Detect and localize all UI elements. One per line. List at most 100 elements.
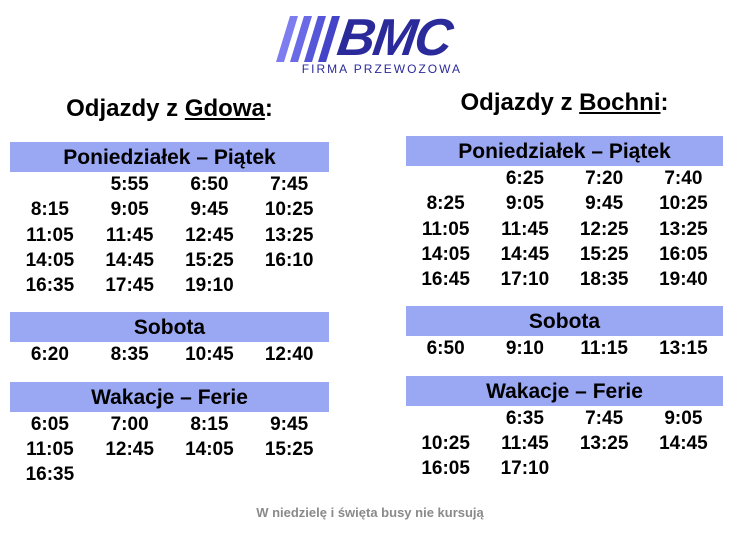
departure-time xyxy=(565,456,644,481)
departure-time: 8:25 xyxy=(426,193,465,215)
departure-time: 8:15 xyxy=(30,199,69,221)
departure-row: 14:05 14:45 15:25 16:10 xyxy=(10,248,329,273)
departure-row: 11:05 11:45 12:45 13:25 xyxy=(10,223,329,248)
departure-time xyxy=(644,456,723,481)
logo-subtitle: FIRMA PRZEWOZOWA xyxy=(301,62,462,76)
departure-time xyxy=(90,462,170,487)
departure-time: 10:25 xyxy=(264,199,314,221)
departure-row: 14:05 14:45 15:25 16:05 xyxy=(406,242,723,267)
departure-time: 13:25 xyxy=(264,224,314,246)
section-title: Poniedziałek – Piątek xyxy=(10,142,329,172)
departure-grid: 6:20 8:35 10:45 12:40 xyxy=(10,342,329,367)
departure-time: 9:05 xyxy=(664,407,703,429)
section-title: Sobota xyxy=(10,312,329,343)
departure-row: 6:05 7:00 8:15 9:45 xyxy=(10,412,329,437)
departure-row: 16:45 17:10 18:35 19:40 xyxy=(406,267,723,292)
departure-grid: 6:35 7:45 9:05 10:25 11:45 13:25 14:45 16:05 17:… xyxy=(406,406,723,482)
departure-time: 9:45 xyxy=(585,193,624,215)
departure-row: 6:25 7:20 7:40 xyxy=(406,166,723,191)
departure-time: 13:25 xyxy=(579,433,629,455)
departure-time: 11:45 xyxy=(105,224,154,246)
departure-time: 18:35 xyxy=(579,269,629,291)
departure-time: 6:20 xyxy=(30,344,69,366)
schedule-gdow: Odjazdy z Gdowa: Poniedziałek – Piątek 5:… xyxy=(10,92,329,488)
departure-time xyxy=(170,462,250,487)
departure-grid: 6:25 7:20 7:40 8:25 9:05 9:45 10:25 11:05 11:45 1… xyxy=(406,166,723,292)
heading-bochnia: Odjazdy z Bochni: xyxy=(460,89,669,116)
departure-time: 11:05 xyxy=(421,218,470,240)
departure-time: 12:25 xyxy=(579,218,629,240)
departure-time: 14:45 xyxy=(659,433,708,455)
departure-time: 9:10 xyxy=(505,338,544,360)
departure-time: 11:05 xyxy=(26,439,74,461)
departure-time xyxy=(249,273,329,298)
departure-time: 19:40 xyxy=(659,269,708,291)
departure-time: 15:25 xyxy=(579,243,629,265)
departure-time: 16:45 xyxy=(421,269,470,291)
departure-time: 16:35 xyxy=(25,464,75,486)
departure-time: 17:45 xyxy=(105,275,154,297)
departure-time: 14:05 xyxy=(25,249,75,271)
departure-time: 9:05 xyxy=(505,193,544,215)
departure-time: 9:45 xyxy=(190,199,229,221)
departure-time: 16:35 xyxy=(25,275,75,297)
section-title: Wakacje – Ferie xyxy=(10,381,329,412)
departure-time: 16:05 xyxy=(421,458,470,480)
departure-row: 6:20 8:35 10:45 12:40 xyxy=(10,342,329,367)
departure-time: 19:10 xyxy=(185,275,234,297)
departure-time: 12:45 xyxy=(105,439,154,461)
departure-time: 11:45 xyxy=(501,433,549,455)
departure-time: 13:15 xyxy=(659,338,708,360)
departure-time xyxy=(406,166,485,191)
departure-grid: 5:55 6:50 7:45 8:15 9:05 9:45 10:25 11:05 11:45 1… xyxy=(10,172,329,298)
departure-time: 13:25 xyxy=(659,218,708,240)
departure-row: 6:35 7:45 9:05 xyxy=(406,406,723,431)
departure-time: 15:25 xyxy=(185,249,234,271)
place-bochnia: Bochni xyxy=(579,89,661,116)
bmc-logo: BMC FIRMA PRZEWOZOWA xyxy=(272,9,468,76)
departure-time: 15:25 xyxy=(264,439,314,461)
departure-time: 6:25 xyxy=(505,168,544,189)
departure-time: 6:50 xyxy=(190,174,229,195)
departure-row: 11:05 12:45 14:05 15:25 xyxy=(10,437,329,462)
departure-time: 7:40 xyxy=(664,168,703,189)
departure-time: 9:05 xyxy=(110,199,149,221)
departure-row: 16:35 17:45 19:10 xyxy=(10,273,329,298)
departure-time: 16:10 xyxy=(264,249,314,271)
place-gdow: Gdowa xyxy=(184,95,265,122)
departure-row: 8:15 9:05 9:45 10:25 xyxy=(10,197,329,222)
schedule-bochnia: Odjazdy z Bochni: Poniedziałek – Piątek 6… xyxy=(406,86,723,482)
departure-grid: 6:05 7:00 8:15 9:45 11:05 12:45 14:05 15:25 16:3… xyxy=(10,412,329,488)
departure-time: 12:45 xyxy=(185,224,234,246)
departure-time: 8:15 xyxy=(190,413,229,435)
departure-time: 6:35 xyxy=(505,407,544,429)
departure-time xyxy=(406,406,485,431)
departure-row: 10:25 11:45 13:25 14:45 xyxy=(406,431,723,456)
departure-time: 17:10 xyxy=(500,458,550,480)
departure-time: 16:05 xyxy=(659,243,708,265)
departure-time: 11:05 xyxy=(26,224,74,246)
logo-text: BMC xyxy=(333,9,455,67)
section-title: Poniedziałek – Piątek xyxy=(406,136,723,166)
departure-row: 16:05 17:10 xyxy=(406,456,723,481)
departure-time: 10:45 xyxy=(185,344,234,366)
departure-row: 5:55 6:50 7:45 xyxy=(10,172,329,197)
section-title: Wakacje – Ferie xyxy=(406,375,723,406)
departure-time: 7:45 xyxy=(585,407,624,429)
departure-time: 17:10 xyxy=(500,269,550,291)
departure-time: 11:15 xyxy=(580,338,628,360)
departure-time: 14:45 xyxy=(500,243,550,265)
departure-time: 10:25 xyxy=(659,193,708,215)
departure-time: 6:05 xyxy=(30,413,69,435)
departure-time: 11:45 xyxy=(501,218,549,240)
departure-row: 8:25 9:05 9:45 10:25 xyxy=(406,191,723,216)
departure-time: 14:05 xyxy=(185,439,234,461)
departure-time: 7:45 xyxy=(270,174,309,195)
departure-time: 8:35 xyxy=(110,344,149,366)
departure-time: 12:40 xyxy=(264,344,314,366)
departure-grid: 6:50 9:10 11:15 13:15 xyxy=(406,336,723,361)
footer-note: W niedzielę i święta busy nie kursują xyxy=(256,505,484,520)
departure-time: 14:05 xyxy=(421,243,470,265)
departure-time: 14:45 xyxy=(105,249,154,271)
heading-gdow: Odjazdy z Gdowa: xyxy=(66,95,273,122)
